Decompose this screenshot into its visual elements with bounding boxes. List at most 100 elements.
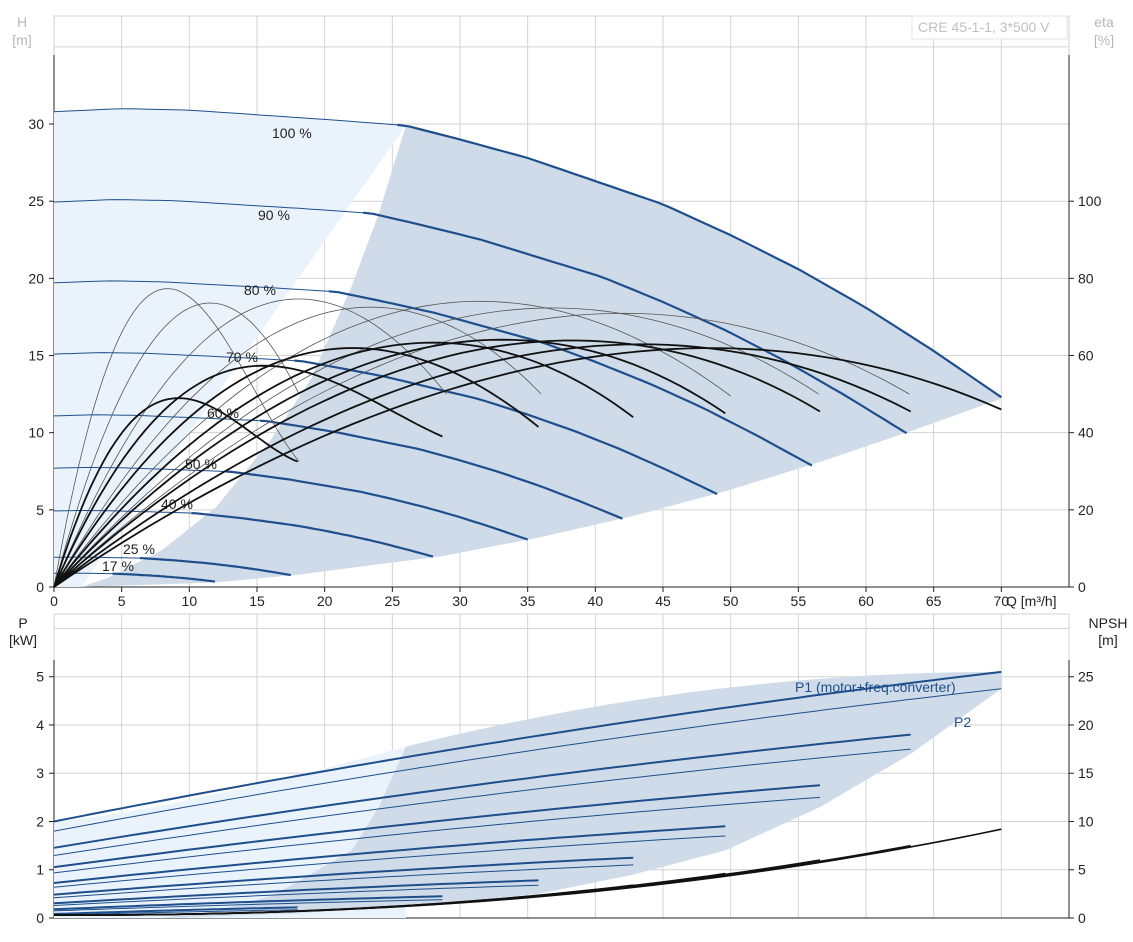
power-curve-p2-6 — [53, 909, 298, 916]
x-tick-label: 40 — [588, 593, 604, 609]
speed-label-8: 17 % — [102, 558, 134, 574]
model-label: CRE 45-1-1, 3*500 V — [918, 19, 1050, 35]
eta-tick-label: 20 — [1078, 502, 1094, 518]
top-left-axis-quantity: H — [17, 14, 27, 30]
efficiency-curve-12 — [53, 339, 821, 588]
x-tick-label: 60 — [858, 593, 874, 609]
bottom-right-axis-quantity: NPSH — [1089, 615, 1128, 631]
efficiency-curve-4 — [53, 300, 731, 588]
head-curve-thin-2 — [53, 280, 329, 292]
x-tick-label: 55 — [791, 593, 807, 609]
speed-label-1: 90 % — [258, 207, 290, 223]
eta-tick-label: 60 — [1078, 348, 1094, 364]
speed-label-7: 25 % — [123, 541, 155, 557]
head-curve-2 — [328, 290, 813, 467]
p1-series-label: P1 (motor+freq.converter) — [795, 679, 956, 695]
axis-ticks: 0 5 10 15 20 25 30 35 40 45 50 55 60 65 70051015202530… — [28, 116, 1101, 926]
power-tick-label: 5 — [36, 669, 44, 685]
bottom-right-axis-unit: [m] — [1098, 632, 1117, 648]
power-curve-p1-4 — [53, 879, 539, 905]
head-curve-thin-3 — [53, 352, 295, 362]
power-curve-p2 — [53, 688, 1002, 832]
head-tick-label: 5 — [36, 502, 44, 518]
speed-label-2: 80 % — [244, 282, 276, 298]
efficiency-curve-6 — [53, 312, 910, 588]
npsh-tick-label: 0 — [1078, 910, 1086, 926]
bottom-left-axis-unit: [kW] — [9, 632, 37, 648]
efficiency-curve-14 — [53, 347, 1002, 588]
head-tick-label: 30 — [28, 116, 44, 132]
speed-label-6: 40 % — [161, 496, 193, 512]
top-left-axis-unit: [m] — [12, 32, 31, 48]
power-curve-p1 — [53, 670, 1002, 823]
top-right-axis-unit: [%] — [1094, 32, 1114, 48]
power-curve-p1-3 — [53, 856, 634, 896]
head-curve-1 — [362, 211, 908, 435]
npsh-tick-label: 15 — [1078, 765, 1094, 781]
head-curve-5 — [225, 470, 529, 541]
npsh-tick-label: 25 — [1078, 669, 1094, 685]
head-curve-6 — [191, 512, 434, 558]
head-curve-0 — [397, 123, 1002, 399]
power-curve-p2-1 — [53, 796, 821, 874]
x-tick-label: 45 — [655, 593, 671, 609]
p2-series-label: P2 — [954, 714, 971, 730]
speed-label-0: 100 % — [272, 125, 312, 141]
efficiency-curve-10 — [53, 341, 634, 588]
x-tick-label: 25 — [385, 593, 401, 609]
efficiency-curve-2 — [53, 298, 447, 588]
head-curve-8 — [112, 572, 216, 583]
x-tick-label: 0 — [50, 593, 58, 609]
head-curve-thin-0 — [53, 108, 398, 126]
eta-tick-label: 100 — [1078, 193, 1102, 209]
chart-curves: 100 %90 %80 %70 %60 %50 %40 %25 %17 %P1 … — [53, 108, 1002, 916]
efficiency-curve-5 — [53, 307, 819, 588]
x-tick-label: 10 — [182, 593, 198, 609]
head-tick-label: 25 — [28, 193, 44, 209]
eta-tick-label: 80 — [1078, 270, 1094, 286]
npsh-tick-label: 20 — [1078, 717, 1094, 733]
head-curve-4 — [259, 419, 623, 520]
efficiency-curve-9 — [53, 347, 540, 588]
x-tick-label: 35 — [520, 593, 536, 609]
power-curve-p1-5 — [53, 895, 443, 911]
power-curve-p2-5 — [53, 899, 443, 912]
efficiency-curve-3 — [53, 306, 542, 588]
dark-operating-zone — [81, 125, 1002, 587]
head-curve-3 — [294, 359, 718, 495]
dark-power-zone — [162, 671, 1002, 918]
x-tick-label: 15 — [249, 593, 265, 609]
power-curve-p1-6 — [53, 906, 298, 915]
power-curve-p1-0 — [53, 733, 911, 849]
power-tick-label: 3 — [36, 765, 44, 781]
power-curve-p2-2 — [53, 835, 726, 888]
power-tick-label: 1 — [36, 862, 44, 878]
efficiency-curve-1 — [53, 302, 300, 588]
power-curve-p1-1 — [53, 784, 821, 869]
power-tick-label: 0 — [36, 910, 44, 926]
power-curve-p2-0 — [53, 748, 911, 856]
x-tick-label: 20 — [317, 593, 333, 609]
head-curve-7 — [139, 557, 291, 577]
head-curve-thin-1 — [53, 199, 364, 214]
head-tick-label: 10 — [28, 425, 44, 441]
power-curve-p2-4 — [53, 884, 539, 906]
x-axis-label: Q [m³/h] — [1006, 593, 1057, 609]
top-right-axis-quantity: eta — [1094, 14, 1114, 30]
x-tick-label: 65 — [926, 593, 942, 609]
efficiency-curve-8 — [53, 364, 443, 588]
npsh-tick-label: 5 — [1078, 862, 1086, 878]
head-tick-label: 15 — [28, 348, 44, 364]
head-tick-label: 0 — [36, 579, 44, 595]
efficiency-curve-13 — [53, 343, 912, 588]
npsh-tick-label: 10 — [1078, 813, 1094, 829]
model-label-box — [911, 15, 1068, 40]
npsh-curve-4 — [54, 884, 634, 916]
power-tick-label: 2 — [36, 813, 44, 829]
speed-label-3: 70 % — [226, 349, 258, 365]
x-tick-label: 70 — [994, 593, 1010, 609]
power-curve-p2-3 — [53, 864, 634, 899]
x-tick-label: 50 — [723, 593, 739, 609]
x-tick-label: 5 — [118, 593, 126, 609]
